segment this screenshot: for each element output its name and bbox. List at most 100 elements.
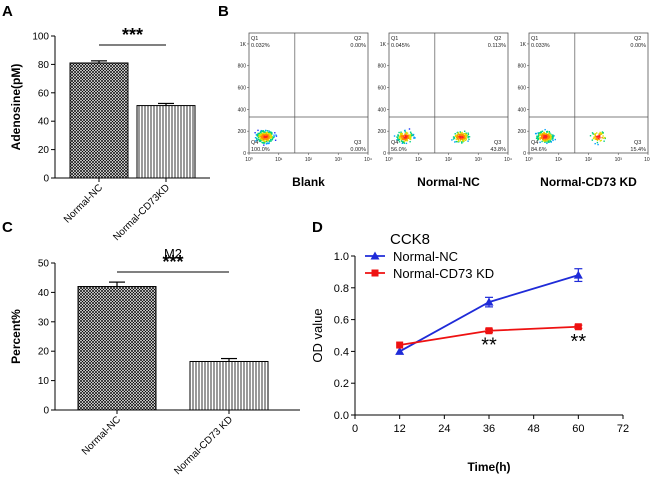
x-tick-label: 10⁰ <box>385 157 393 163</box>
event-dot <box>596 138 598 140</box>
event-dot <box>407 134 409 137</box>
y-tick-label: 400 <box>378 107 387 113</box>
event-dot <box>540 137 543 139</box>
y-tick-label: 60 <box>38 88 50 99</box>
event-dot <box>543 137 546 139</box>
y-tick-label: 0.8 <box>334 283 349 295</box>
y-tick-label: 400 <box>518 107 527 113</box>
event-dot <box>541 137 544 139</box>
event-dot <box>266 135 268 137</box>
event-dot <box>537 137 540 140</box>
event-dot <box>262 137 264 139</box>
series <box>396 323 583 349</box>
event-dot <box>261 139 263 141</box>
x-tick-label: 60 <box>572 423 584 435</box>
event-dot <box>551 135 554 137</box>
event-dot <box>465 138 467 141</box>
quadrant-q2-value: 0.113% <box>488 43 506 49</box>
event-dot <box>269 137 271 139</box>
event-dot <box>260 129 262 132</box>
event-dot <box>255 137 258 140</box>
quadrant-q4-value: 56.0% <box>391 147 407 153</box>
event-dot <box>270 140 272 142</box>
event-dot <box>541 135 543 138</box>
event-dot <box>264 140 266 143</box>
event-dot <box>456 135 458 137</box>
event-dot <box>457 138 459 140</box>
event-dot <box>597 136 599 138</box>
event-dot <box>455 140 458 143</box>
x-tick-label: 10³ <box>335 157 343 163</box>
event-dot <box>264 136 267 138</box>
event-dot <box>602 137 605 139</box>
quadrant-q3-value: 43.8% <box>490 147 506 153</box>
event-dot <box>257 129 259 132</box>
event-dot <box>594 134 596 136</box>
square-marker <box>396 341 404 349</box>
event-dot <box>260 138 263 140</box>
chart-title: CCK8 <box>390 231 430 248</box>
event-dot <box>261 135 263 137</box>
event-dot <box>262 142 264 144</box>
event-dot <box>405 131 408 134</box>
event-dot <box>456 136 459 138</box>
event-dot <box>461 131 463 134</box>
triangle-marker <box>395 346 405 355</box>
event-dot <box>258 134 260 136</box>
event-dot <box>544 135 546 137</box>
y-tick-label: 40 <box>38 288 50 299</box>
event-dot <box>537 138 539 140</box>
event-dot <box>258 140 261 142</box>
event-dot <box>262 133 265 136</box>
x-tick-label: 24 <box>438 423 450 435</box>
bars <box>77 281 269 411</box>
event-dot <box>540 131 542 133</box>
event-dot <box>259 137 262 140</box>
panel-a-bar-chart: 0 20 40 60 80 100 Adenosine(pM) Normal-NC Normal… <box>9 25 210 243</box>
event-dot <box>544 136 546 139</box>
event-dot <box>400 133 402 136</box>
series <box>395 268 583 355</box>
event-dot <box>451 139 453 141</box>
event-dot <box>257 139 260 141</box>
event-dot <box>409 138 411 140</box>
event-dot <box>602 135 604 137</box>
event-dot <box>268 131 270 134</box>
x-tick-label: 10⁰ <box>245 157 253 163</box>
event-dot <box>549 132 551 134</box>
event-dot <box>406 137 409 139</box>
event-dot <box>598 133 601 135</box>
event-dot <box>464 133 467 136</box>
event-dot <box>268 132 270 135</box>
event-dot <box>600 139 602 142</box>
event-dot <box>548 141 550 144</box>
y-tick-label: 800 <box>518 64 527 70</box>
event-dot <box>462 133 464 135</box>
y-tick-label: 0 <box>43 406 49 417</box>
event-dot <box>537 132 539 134</box>
event-dot <box>409 131 412 133</box>
event-dot <box>459 133 461 136</box>
legend-marker <box>370 251 380 260</box>
event-dot <box>467 133 470 136</box>
event-dot <box>410 134 412 136</box>
event-dot <box>459 132 462 134</box>
event-dot <box>465 132 467 134</box>
event-dot <box>599 140 602 142</box>
event-dot <box>274 132 276 134</box>
y-axis-label: Adenosine(pM) <box>9 64 23 151</box>
event-dot <box>261 133 263 135</box>
event-dot <box>535 137 538 140</box>
x-tick-label: 10⁴ <box>644 157 650 163</box>
y-tick-label: 30 <box>38 317 50 328</box>
event-dot <box>462 140 465 142</box>
quadrant-q2-label: Q2 <box>354 36 361 42</box>
event-dot <box>543 140 546 142</box>
square-marker <box>485 327 493 335</box>
event-dot <box>543 133 546 135</box>
triangle-marker <box>484 297 494 306</box>
quadrant-q2-label: Q2 <box>634 36 641 42</box>
event-dot <box>539 133 542 135</box>
event-dot <box>545 135 547 137</box>
event-dot <box>464 137 466 140</box>
